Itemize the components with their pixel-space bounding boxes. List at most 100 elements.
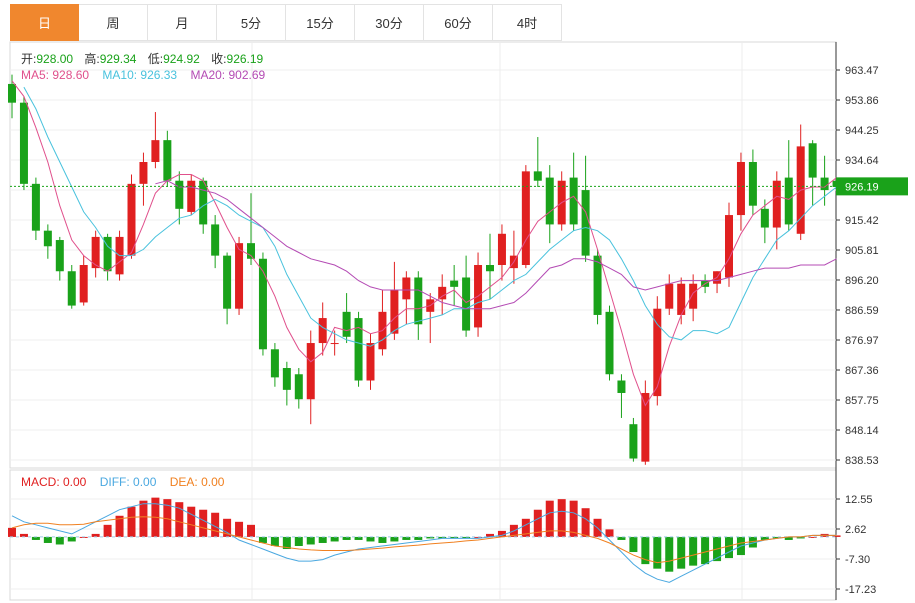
macd-bar-63 xyxy=(760,536,769,540)
ma-legend: MA5: 928.60 MA10: 926.33 MA20: 902.69 xyxy=(21,68,275,82)
tab-2[interactable]: 月 xyxy=(148,4,217,41)
high-value: 929.34 xyxy=(99,52,137,66)
macd-bar-58 xyxy=(701,536,710,565)
last-price-marker xyxy=(836,177,908,196)
tab-1[interactable]: 周 xyxy=(79,4,148,41)
macd-bar-65 xyxy=(784,536,793,540)
ytick-label-sub-3: -17.23 xyxy=(845,584,876,596)
candle-body-0 xyxy=(8,83,16,103)
tab-5[interactable]: 30分 xyxy=(355,4,424,41)
macd-bar-48 xyxy=(581,508,590,537)
ytick-label-main-3: 934.64 xyxy=(845,155,879,167)
ytick-label-main-9: 876.97 xyxy=(845,335,879,347)
macd-bar-57 xyxy=(689,536,698,566)
macd-bar-38 xyxy=(462,536,471,539)
candle-body-62 xyxy=(748,161,757,206)
candle-body-24 xyxy=(294,374,303,400)
candle-body-68 xyxy=(820,177,829,191)
last-price-label: 926.19 xyxy=(845,181,879,193)
candle-body-26 xyxy=(318,318,327,344)
macd-bar-14 xyxy=(175,502,184,537)
candle-body-18 xyxy=(223,255,232,309)
candle-body-43 xyxy=(521,171,530,265)
candle-body-55 xyxy=(665,283,674,309)
ytick-label-sub-0: 12.55 xyxy=(845,494,873,506)
high-label: 高: xyxy=(84,52,100,66)
tab-3[interactable]: 5分 xyxy=(217,4,286,41)
macd-bar-54 xyxy=(653,536,662,569)
macd-bar-13 xyxy=(163,499,172,537)
tab-4[interactable]: 15分 xyxy=(286,4,355,41)
candle-body-33 xyxy=(402,277,411,300)
macd-bar-17 xyxy=(211,512,220,537)
macd-bar-27 xyxy=(330,536,339,542)
macd-bar-45 xyxy=(545,500,554,537)
macd-bar-36 xyxy=(438,536,447,539)
macd-bar-53 xyxy=(641,536,650,565)
ytick-label-main-0: 963.47 xyxy=(845,65,879,77)
dea-value: DEA: 0.00 xyxy=(169,475,225,489)
candle-body-57 xyxy=(689,283,698,309)
macd-bar-50 xyxy=(605,529,614,537)
macd-bar-25 xyxy=(306,536,315,545)
macd-bar-15 xyxy=(187,506,196,537)
ma-line-ma10 xyxy=(23,86,837,347)
candle-body-25 xyxy=(306,343,315,400)
tab-6[interactable]: 60分 xyxy=(424,4,493,41)
macd-bar-69 xyxy=(832,535,841,537)
candle-body-48 xyxy=(581,190,590,256)
candle-body-65 xyxy=(784,177,793,225)
candle-body-51 xyxy=(617,380,626,393)
macd-bar-55 xyxy=(665,536,674,572)
candle-body-49 xyxy=(593,255,602,315)
candle-body-64 xyxy=(772,180,781,228)
candle-body-38 xyxy=(462,277,471,331)
macd-bar-7 xyxy=(91,533,100,537)
close-label: 收: xyxy=(211,52,227,66)
tab-0[interactable]: 日 xyxy=(10,4,79,41)
candle-body-7 xyxy=(91,236,100,269)
candle-body-67 xyxy=(808,143,817,178)
open-label: 开: xyxy=(21,52,37,66)
candle-body-22 xyxy=(270,349,279,378)
candle-body-14 xyxy=(175,180,184,209)
macd-bar-64 xyxy=(772,536,781,539)
macd-bar-10 xyxy=(127,506,136,537)
candle-body-29 xyxy=(354,318,363,381)
macd-bar-5 xyxy=(67,536,76,542)
candle-body-11 xyxy=(139,161,148,184)
ytick-label-main-11: 857.75 xyxy=(845,395,879,407)
macd-bar-62 xyxy=(748,536,757,548)
period-tabs: 日周月 5分 15分 30分 60分 4时 xyxy=(10,4,562,41)
macd-bar-44 xyxy=(533,509,542,537)
candle-body-17 xyxy=(211,224,220,256)
candle-body-53 xyxy=(641,392,650,462)
macd-bar-4 xyxy=(55,536,64,545)
candle-body-4 xyxy=(55,240,64,272)
macd-bar-20 xyxy=(247,524,255,537)
candle-body-10 xyxy=(127,183,136,256)
candle-body-52 xyxy=(629,424,638,459)
macd-bar-40 xyxy=(486,533,494,537)
macd-bar-43 xyxy=(521,518,530,537)
candle-body-54 xyxy=(653,308,662,397)
candle-body-3 xyxy=(43,230,52,247)
macd-bar-24 xyxy=(294,536,303,546)
candle-body-8 xyxy=(103,236,112,272)
ytick-label-main-2: 944.25 xyxy=(845,125,879,137)
macd-bar-29 xyxy=(354,536,363,540)
macd-value: MACD: 0.00 xyxy=(21,475,87,489)
candle-body-61 xyxy=(736,161,745,216)
candle-body-28 xyxy=(342,311,351,337)
macd-bar-52 xyxy=(629,536,638,553)
candle-body-16 xyxy=(199,180,208,225)
tab-7[interactable]: 4时 xyxy=(493,4,562,41)
macd-bar-21 xyxy=(258,536,267,543)
candle-body-12 xyxy=(151,140,160,162)
candle-body-44 xyxy=(533,171,542,181)
open-value: 928.00 xyxy=(36,52,74,66)
ytick-label-main-8: 886.59 xyxy=(845,305,879,317)
candle-body-23 xyxy=(282,368,291,390)
candle-body-27 xyxy=(330,343,339,345)
macd-bar-35 xyxy=(426,536,435,539)
